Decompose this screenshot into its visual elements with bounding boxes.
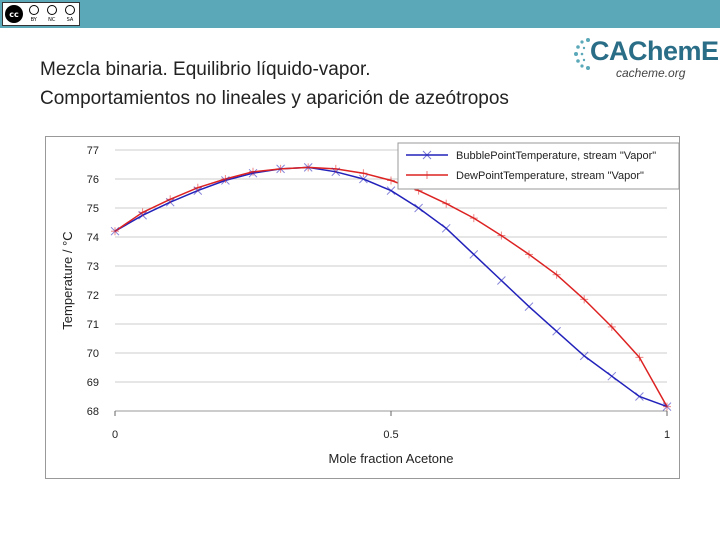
x-tick-labels: 0 0.5 1 [112,411,670,441]
data-point [469,214,478,223]
legend-marker [423,171,431,179]
top-banner: cc BY NC SA [0,0,720,28]
data-point [663,402,671,411]
series-lines [114,166,668,408]
data-point [387,176,395,185]
data-point [138,208,147,217]
data-point [386,186,396,195]
series-line-dew [114,166,668,407]
sa-icon [65,5,75,15]
license-icons [29,5,75,15]
x-tick-label: 1 [664,429,670,441]
data-point [221,175,230,183]
data-point [524,302,534,311]
chart-grid [115,149,667,412]
data-point [193,183,202,192]
data-point [607,371,617,381]
data-point [359,169,368,178]
y-tick-label: 69 [87,377,99,389]
by-icon [29,5,39,15]
data-point [441,223,451,233]
data-point [635,392,644,401]
data-point [497,276,506,285]
brand-name: CAChemE [590,36,719,66]
brand-logo[interactable]: CAChemE cacheme.org [572,32,719,82]
data-point [552,326,561,336]
chart-legend: BubblePointTemperature, stream "Vapor" De… [397,142,680,190]
data-point [359,174,368,184]
x-axis-title: Mole fraction Acetone [328,451,453,466]
y-axis-title: Temperature / °C [60,231,75,329]
nc-icon [47,5,57,15]
title-line-1: Mezcla binaria. Equilibrio líquido-vapor… [40,59,371,80]
legend-label: BubblePointTemperature, stream "Vapor" [456,150,656,162]
title-line-2: Comportamientos no lineales y aparición … [40,88,509,109]
data-point [249,167,257,176]
data-point [497,231,506,240]
license-tag-nc: NC [48,17,56,23]
y-tick-label: 76 [87,174,99,186]
data-point [635,353,644,362]
data-point [552,270,561,279]
license-tags: BY NC SA [25,17,79,25]
data-point [304,163,313,172]
x-tick-label: 0.5 [383,429,398,441]
series-markers [110,163,672,412]
y-tick-label: 73 [87,261,99,273]
data-point [111,227,119,236]
license-tag-by: BY [30,17,37,23]
brand-url: cacheme.org [616,66,686,80]
cc-icon: cc [5,5,23,23]
data-point [166,195,175,204]
brand-mark-icon [574,38,590,70]
series-line-bubble [114,166,668,408]
slide-title: Mezcla binaria. Equilibrio líquido-vapor… [40,55,600,113]
y-tick-label: 75 [87,203,99,215]
data-point [579,351,589,361]
data-point [580,295,589,304]
cc-license-badge[interactable]: cc BY NC SA [2,2,80,26]
data-point [607,322,616,331]
data-point [414,203,423,213]
license-tag-sa: SA [66,17,74,23]
y-tick-label: 70 [87,348,99,360]
y-tick-label: 68 [87,406,99,418]
y-tick-label: 72 [87,290,99,302]
data-point [276,164,285,173]
y-tick-label: 74 [87,232,99,244]
y-tick-label: 77 [87,145,99,157]
legend-label: DewPointTemperature, stream "Vapor" [456,170,644,182]
y-tick-labels: 68 69 70 71 72 73 74 75 76 77 [87,145,99,418]
chart-frame: 68 69 70 71 72 73 74 75 76 77 0 0.5 1 Mole fraction… [45,136,680,479]
data-point [442,199,451,208]
data-point [525,250,533,259]
data-point [331,164,340,173]
x-tick-label: 0 [112,429,118,441]
legend-box [397,142,680,190]
data-point [469,250,479,259]
y-tick-label: 71 [87,319,99,331]
legend-marker [422,150,432,160]
